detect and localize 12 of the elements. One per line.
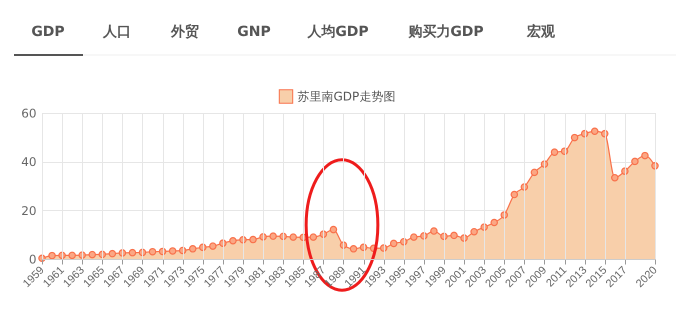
text: GDP <box>31 24 65 40</box>
y-tick-label: 60 <box>21 106 36 120</box>
text: 宏观 <box>526 23 556 40</box>
text: GNP <box>237 24 271 40</box>
text: 外贸 <box>170 23 199 40</box>
text: 购买力GDP <box>407 24 484 40</box>
text: 人口 <box>102 24 131 40</box>
y-tick-label: 40 <box>21 155 36 170</box>
text: 人均GDP <box>306 24 369 40</box>
legend-label: 苏里南GDP走势图 <box>298 90 396 104</box>
y-tick-label: 0 <box>28 252 36 266</box>
y-tick-label: 20 <box>21 204 36 218</box>
